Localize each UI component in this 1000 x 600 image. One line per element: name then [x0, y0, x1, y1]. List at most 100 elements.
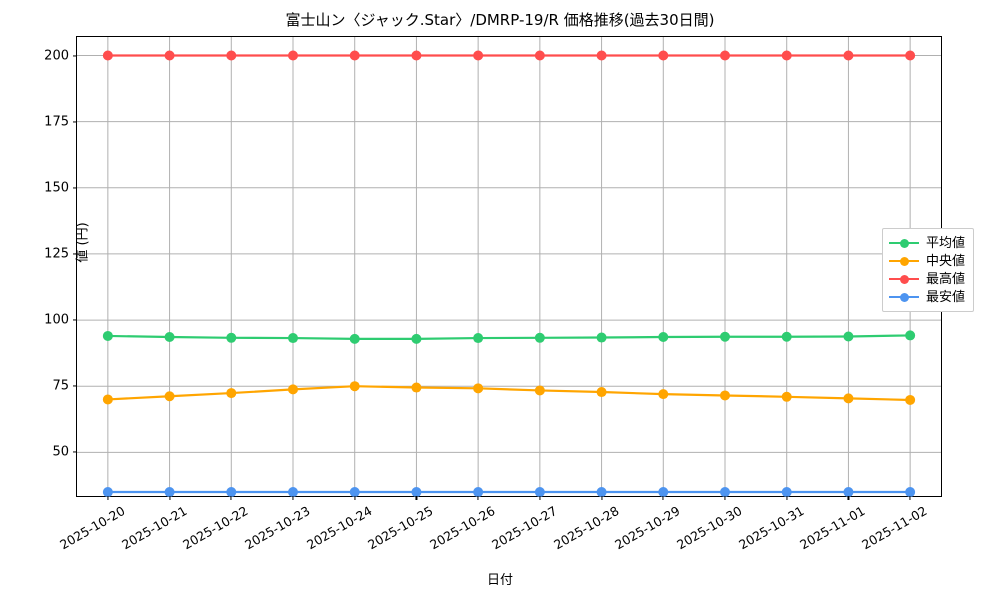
data-point	[781, 391, 792, 402]
data-point	[658, 50, 669, 61]
data-point	[843, 331, 854, 342]
data-point	[411, 333, 422, 344]
plot-area: 値 (円) 50 75 100 125 150 175 200 2025-10-20 2025-…	[44, 36, 942, 552]
data-point	[473, 383, 484, 394]
legend-item-label: 平均値	[926, 235, 966, 251]
x-tick-mark	[169, 496, 171, 500]
legend-item[interactable]: 最高値	[889, 270, 965, 288]
legend-item-label: 最安値	[926, 289, 966, 305]
legend-item-label: 中央値	[926, 253, 966, 269]
data-point	[349, 381, 360, 392]
y-tick-label: 50	[52, 444, 69, 460]
data-point	[473, 333, 484, 344]
y-tick-mark	[73, 451, 77, 453]
legend-swatch-icon	[889, 237, 919, 249]
series-layer	[102, 50, 916, 498]
x-tick-label: 2025-10-22	[180, 503, 251, 553]
data-point	[658, 332, 669, 343]
x-tick-label: 2025-10-25	[365, 503, 436, 553]
x-tick-mark	[724, 496, 726, 500]
x-tick-mark	[539, 496, 541, 500]
y-tick-label: 100	[44, 312, 69, 328]
x-tick-mark	[662, 496, 664, 500]
x-tick-label: 2025-11-01	[797, 503, 868, 553]
x-tick-label: 2025-10-21	[118, 503, 190, 553]
data-point	[534, 332, 545, 343]
y-tick-mark	[73, 253, 77, 255]
x-tick-mark	[909, 496, 911, 500]
chart-legend: 平均値中央値最高値最安値	[882, 228, 975, 312]
data-point	[473, 487, 484, 498]
data-point	[843, 50, 854, 61]
data-point	[781, 331, 792, 342]
data-point	[658, 389, 669, 400]
series-line	[106, 385, 912, 402]
data-point	[226, 487, 237, 498]
data-point	[288, 333, 298, 344]
x-tick-mark	[601, 496, 603, 500]
data-point	[596, 50, 607, 61]
data-point	[905, 394, 916, 405]
data-point	[534, 385, 545, 396]
y-tick-label: 150	[44, 180, 69, 196]
data-point	[781, 50, 792, 61]
data-point	[473, 50, 484, 61]
data-point	[226, 50, 237, 61]
x-tick-mark	[354, 496, 356, 500]
x-tick-label: 2025-10-29	[612, 503, 683, 553]
data-point	[534, 50, 545, 61]
y-tick-label: 125	[44, 246, 69, 262]
y-tick-label: 200	[44, 48, 69, 64]
legend-item[interactable]: 中央値	[889, 252, 965, 270]
x-tick-label: 2025-11-02	[859, 503, 930, 553]
data-point	[288, 384, 298, 395]
data-point	[349, 487, 360, 498]
data-point	[720, 390, 730, 401]
x-tick-label: 2025-10-31	[735, 503, 807, 553]
x-tick-label: 2025-10-26	[427, 503, 498, 553]
data-point	[349, 50, 360, 61]
x-tick-mark	[292, 496, 294, 500]
data-point	[164, 50, 175, 61]
data-point	[534, 487, 545, 498]
x-tick-label: 2025-10-20	[56, 503, 128, 553]
y-tick-mark	[73, 319, 77, 321]
data-point	[905, 487, 916, 498]
data-point	[102, 50, 113, 61]
x-tick-mark	[847, 496, 849, 500]
data-point	[720, 50, 730, 61]
data-point	[720, 331, 730, 342]
x-tick-label: 2025-10-24	[303, 503, 375, 553]
data-point	[164, 332, 175, 343]
data-point	[164, 487, 175, 498]
data-point	[843, 487, 854, 498]
data-point	[102, 487, 113, 498]
data-point	[658, 487, 669, 498]
data-point	[720, 487, 730, 498]
legend-swatch-icon	[889, 291, 919, 303]
series-line	[106, 334, 912, 340]
x-axis-label: 日付	[486, 573, 513, 588]
legend-item[interactable]: 平均値	[889, 234, 965, 252]
data-point	[164, 391, 175, 402]
data-point	[596, 487, 607, 498]
x-tick-mark	[786, 496, 788, 500]
x-tick-mark	[477, 496, 479, 500]
legend-item-label: 最高値	[926, 271, 966, 287]
grid-layer	[77, 37, 941, 496]
data-point	[349, 333, 360, 344]
legend-swatch-icon	[889, 255, 919, 267]
data-point	[905, 330, 916, 341]
x-tick-label: 2025-10-28	[550, 503, 622, 553]
data-point	[226, 388, 237, 399]
data-point	[288, 50, 298, 61]
data-point	[596, 332, 607, 343]
legend-item[interactable]: 最安値	[889, 288, 965, 306]
data-point	[411, 382, 422, 393]
y-tick-label: 175	[44, 114, 69, 130]
y-tick-mark	[73, 121, 77, 123]
data-point	[905, 50, 916, 61]
data-point	[288, 487, 298, 498]
chart-title: 富士山ン〈ジャック.Star〉/DMRP-19/R 価格推移(過去30日間)	[285, 11, 715, 29]
